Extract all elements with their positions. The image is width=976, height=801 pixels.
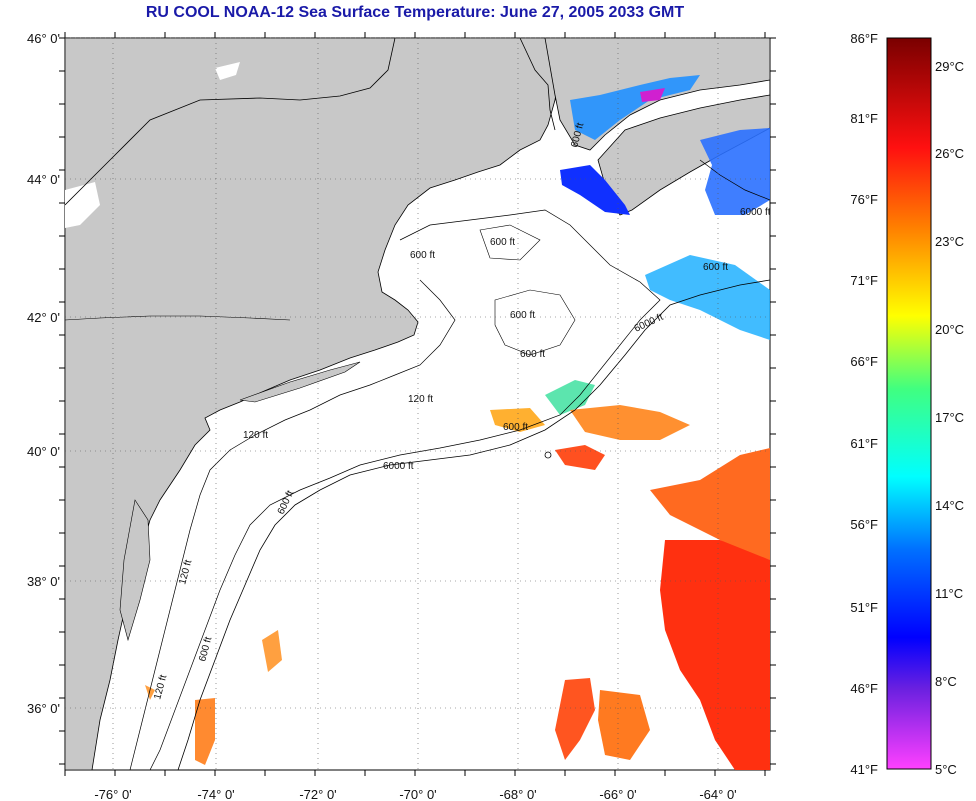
sst-patch-cold — [700, 128, 770, 215]
map-title: RU COOL NOAA-12 Sea Surface Temperature:… — [145, 4, 685, 21]
lat-label: 42° 0' — [27, 310, 60, 325]
sst-patch-cold — [570, 75, 700, 140]
lon-label: -72° 0' — [299, 787, 336, 801]
contour-6000ft — [699, 159, 770, 201]
sst-patch-warm — [660, 540, 770, 770]
lake — [215, 62, 240, 80]
contour-label: 600 ft — [703, 262, 728, 273]
border-line — [65, 38, 396, 206]
contour-seamount — [544, 451, 552, 459]
colorbar-c-label: 26°C — [935, 146, 964, 161]
contour-label: 600 ft — [503, 422, 528, 433]
colorbar-c-label: 20°C — [935, 322, 964, 337]
lat-label: 40° 0' — [27, 444, 60, 459]
contour-bank — [479, 224, 541, 261]
contour-label: 600 ft — [410, 250, 435, 261]
sst-patch-warm — [262, 630, 282, 672]
colorbar-c-label: 11°C — [935, 586, 963, 601]
lon-label: -64° 0' — [699, 787, 736, 801]
colorbar-gradient — [886, 37, 932, 770]
border-line — [519, 38, 556, 131]
colorbar-c-label: 8°C — [935, 674, 957, 689]
sst-patch-cold — [645, 255, 770, 340]
latitude-labels: 46° 0' 44° 0' 42° 0' 40° 0' 38° 0' 36° 0… — [27, 31, 60, 716]
sst-patch-cold — [545, 380, 595, 415]
sst-patch-warm — [555, 678, 595, 760]
sst-patch-cold — [560, 165, 630, 215]
lon-label: -74° 0' — [197, 787, 234, 801]
contour-600ft — [149, 209, 661, 770]
colorbar-f-label: 86°F — [850, 31, 878, 46]
border-line — [65, 315, 291, 321]
sst-patch-warm — [598, 690, 650, 760]
contour-bank — [494, 289, 576, 356]
sst-patch-warm — [650, 448, 770, 560]
colorbar-c-label: 17°C — [935, 410, 964, 425]
colorbar-f-label: 51°F — [850, 600, 878, 615]
colorbar-f-label: 61°F — [850, 436, 878, 451]
lat-label: 38° 0' — [27, 574, 60, 589]
contour-6000ft — [177, 279, 770, 770]
colorbar-c-label: 23°C — [935, 234, 964, 249]
contour-120ft — [129, 279, 456, 770]
colorbar-f-label: 41°F — [850, 762, 878, 777]
contour-label: 600 ft — [510, 310, 535, 321]
contour-label: 600 ft — [490, 237, 515, 248]
lake — [65, 182, 100, 228]
lat-label: 44° 0' — [27, 172, 60, 187]
colorbar-f-label: 81°F — [850, 111, 878, 126]
lon-label: -68° 0' — [499, 787, 536, 801]
sst-patch-warm — [195, 698, 215, 765]
sst-patch-warm — [555, 445, 605, 470]
lon-label: -76° 0' — [94, 787, 131, 801]
contour-label: 6000 ft — [383, 461, 414, 472]
colorbar-c-label: 29°C — [935, 59, 964, 74]
lat-label: 36° 0' — [27, 701, 60, 716]
colorbar-c-label: 14°C — [935, 498, 964, 513]
colorbar-f-label: 76°F — [850, 192, 878, 207]
contour-label: 120 ft — [243, 430, 268, 441]
tick-marks — [59, 32, 776, 776]
sst-patch-warm — [570, 405, 690, 440]
lat-label: 46° 0' — [27, 31, 60, 46]
colorbar-f-label: 71°F — [850, 273, 878, 288]
land-delmarva — [119, 499, 151, 642]
contour-label: 600 ft — [520, 349, 545, 360]
colorbar-f-labels: 86°F 81°F 76°F 71°F 66°F 61°F 56°F 51°F … — [850, 31, 878, 777]
graticule — [65, 37, 770, 770]
contour-label: 6000 ft — [740, 207, 771, 218]
contour-label: 120 ft — [408, 394, 433, 405]
sst-patch-cold — [640, 88, 665, 102]
land-long-island — [239, 361, 361, 403]
colorbar-f-label: 56°F — [850, 517, 878, 532]
colorbar-f-label: 66°F — [850, 354, 878, 369]
sst-patch-warm — [145, 685, 155, 700]
lon-label: -70° 0' — [399, 787, 436, 801]
longitude-labels: -76° 0' -74° 0' -72° 0' -70° 0' -68° 0' … — [94, 787, 736, 801]
colorbar-c-label: 5°C — [935, 762, 957, 777]
colorbar-c-labels: 29°C 26°C 23°C 20°C 17°C 14°C 11°C 8°C 5… — [935, 59, 964, 777]
colorbar-f-label: 46°F — [850, 681, 878, 696]
lon-label: -66° 0' — [599, 787, 636, 801]
